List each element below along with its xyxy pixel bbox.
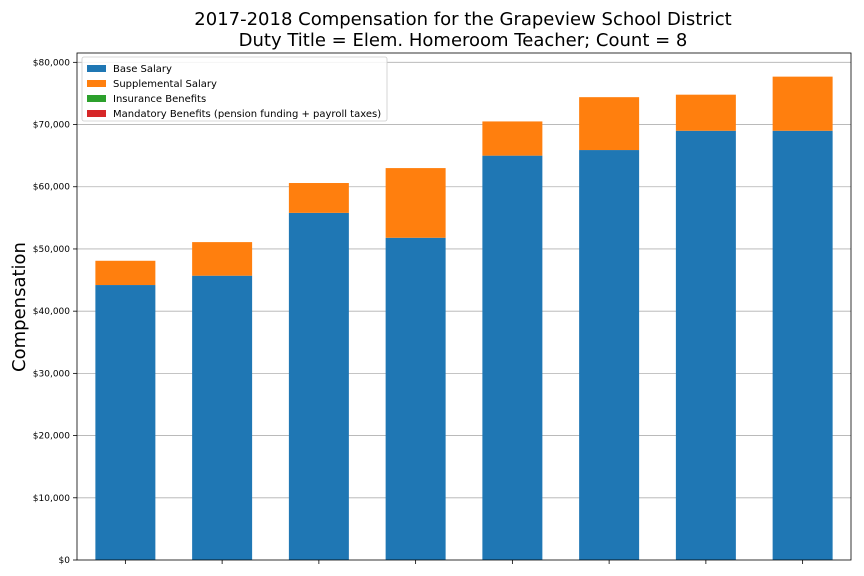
- legend: Base Salary Supplemental Salary Insurance …: [81, 56, 388, 122]
- y-axis-label: Compensation: [9, 242, 30, 372]
- bar-segment: [772, 130, 833, 560]
- y-tick-label: $50,000: [33, 245, 70, 255]
- legend-label: Insurance Benefits: [113, 94, 206, 105]
- bars: [95, 76, 833, 560]
- y-tick-label: $0: [59, 556, 71, 566]
- bar-segment: [482, 121, 543, 156]
- bar-segment: [385, 168, 446, 238]
- bar-segment: [288, 212, 349, 560]
- bar-segment: [192, 275, 253, 560]
- legend-label: Base Salary: [113, 64, 172, 75]
- y-tick-label: $10,000: [33, 494, 70, 504]
- legend-swatch: [87, 95, 106, 102]
- chart-title-line-1: 2017-2018 Compensation for the Grapeview…: [194, 9, 731, 30]
- bar-segment: [675, 130, 736, 560]
- bar-segment: [579, 150, 640, 560]
- y-tick-label: $70,000: [33, 121, 70, 131]
- legend-swatch: [87, 65, 106, 72]
- bar-segment: [385, 237, 446, 560]
- axes: [76, 52, 852, 561]
- legend-label: Supplemental Salary: [113, 79, 217, 90]
- x-ticks: [124, 560, 804, 564]
- bar-segment: [579, 97, 640, 151]
- y-tick-label: $40,000: [33, 307, 70, 317]
- y-tick-label: $60,000: [33, 183, 70, 193]
- legend-swatch: [87, 80, 106, 87]
- y-tick-label: $80,000: [33, 58, 70, 68]
- y-tick-label: $30,000: [33, 369, 70, 379]
- y-ticks: $0 $10,000 $20,000 $30,000 $40,000 $50,000 $60…: [33, 58, 77, 566]
- chart-title-line-2: Duty Title = Elem. Homeroom Teacher; Cou…: [239, 30, 688, 51]
- bar-segment: [95, 260, 156, 286]
- bar-segment: [675, 94, 736, 131]
- y-tick-label: $20,000: [33, 432, 70, 442]
- plot-frame: [76, 52, 852, 561]
- bar-segment: [772, 76, 833, 131]
- bar-segment: [482, 155, 543, 560]
- bar-segment: [95, 285, 156, 560]
- legend-box: [81, 56, 388, 122]
- bar-segment: [288, 183, 349, 213]
- bar-segment: [192, 242, 253, 276]
- legend-swatch: [87, 110, 106, 117]
- legend-label: Mandatory Benefits (pension funding + pa…: [113, 109, 381, 120]
